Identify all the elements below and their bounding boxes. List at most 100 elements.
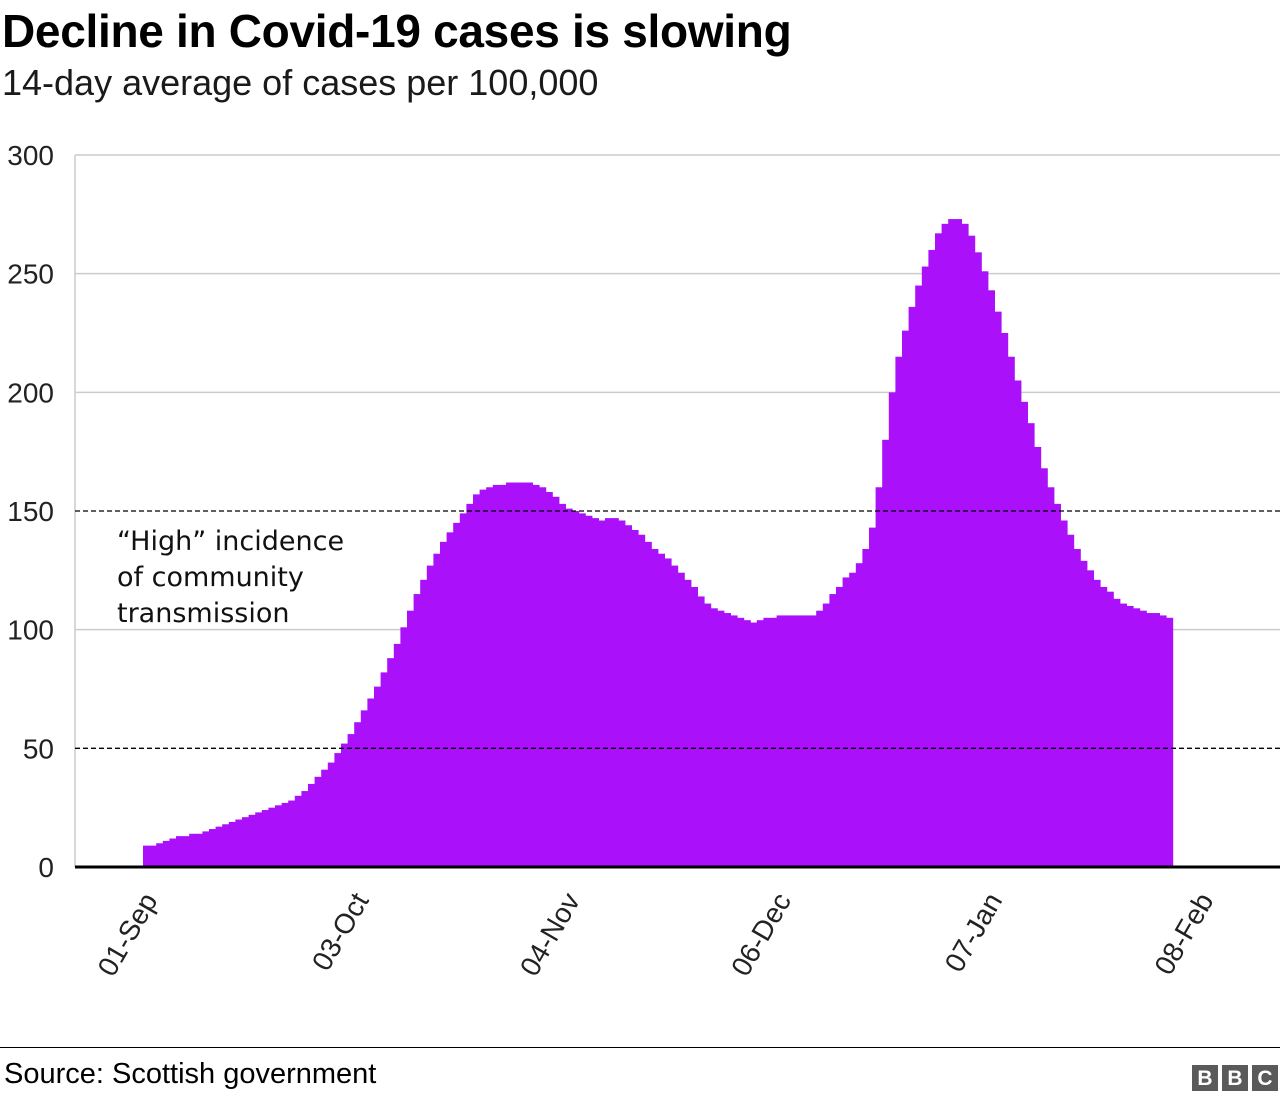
bar — [228, 821, 236, 867]
bar — [836, 586, 844, 867]
bar — [684, 579, 692, 867]
bar — [1100, 586, 1108, 867]
bar — [360, 710, 368, 867]
bar — [440, 541, 448, 867]
bar — [737, 617, 745, 867]
bar — [915, 285, 923, 867]
bar — [400, 627, 408, 867]
bar — [393, 643, 401, 867]
bar — [294, 795, 302, 867]
bar — [816, 610, 824, 867]
bar — [169, 838, 177, 867]
bar — [756, 620, 764, 867]
bar — [1126, 605, 1134, 867]
bar — [671, 565, 679, 867]
bar — [195, 833, 203, 867]
x-tick-label: 08-Feb — [1148, 888, 1219, 980]
bar — [215, 826, 223, 867]
bar — [367, 698, 375, 867]
chart-title: Decline in Covid-19 cases is slowing — [2, 5, 792, 57]
bar — [1073, 548, 1081, 867]
chart-area: 0 50 100 150 200 250 300 “High” incidence of com… — [7, 140, 1280, 981]
bar — [506, 482, 514, 867]
y-tick-label: 300 — [7, 140, 54, 171]
bar — [552, 496, 560, 867]
bar — [512, 482, 520, 867]
bar — [1027, 423, 1035, 867]
bar — [750, 622, 758, 867]
y-tick-label: 200 — [7, 377, 54, 408]
bar — [486, 487, 494, 867]
bar — [453, 522, 461, 867]
bar — [862, 548, 870, 867]
bar — [948, 219, 956, 867]
bar — [578, 513, 586, 867]
bar — [242, 817, 250, 867]
bar — [354, 722, 362, 867]
bar — [1119, 603, 1127, 867]
bar — [565, 508, 573, 867]
bar — [407, 610, 415, 867]
bar — [849, 572, 857, 867]
bar — [420, 579, 428, 867]
source-note: Source: Scottish government — [4, 1058, 377, 1090]
bar — [618, 520, 626, 867]
bar — [380, 672, 388, 867]
bar — [730, 615, 738, 867]
bar — [558, 503, 566, 867]
bar — [1086, 570, 1094, 867]
bar — [156, 843, 164, 867]
bar — [1047, 487, 1055, 867]
bar — [1001, 333, 1009, 867]
bar — [222, 824, 230, 867]
bar — [697, 596, 705, 867]
x-tick-label: 07-Jan — [939, 888, 1009, 978]
bar — [657, 553, 665, 867]
bar — [1093, 579, 1101, 867]
bar — [446, 532, 454, 867]
bar — [466, 503, 474, 867]
bar — [1053, 503, 1061, 867]
bar — [189, 833, 197, 867]
bar — [921, 266, 929, 868]
bar — [664, 558, 672, 867]
bar — [902, 330, 910, 867]
bar — [235, 819, 243, 867]
bar — [162, 840, 170, 867]
bar — [334, 753, 342, 867]
bar — [598, 520, 606, 867]
bar — [459, 513, 467, 867]
bar — [1067, 534, 1075, 867]
bar — [961, 223, 969, 867]
bar — [1159, 615, 1167, 867]
bar — [519, 482, 527, 867]
bar — [631, 529, 639, 867]
bar — [492, 484, 500, 867]
bar — [1139, 610, 1147, 867]
bar — [842, 577, 850, 867]
bar — [1040, 468, 1048, 867]
bar — [869, 527, 877, 867]
bar — [987, 290, 995, 867]
bar — [301, 791, 309, 867]
bar — [1014, 380, 1022, 867]
bar — [261, 810, 269, 867]
bar — [209, 829, 217, 867]
bar — [347, 734, 355, 867]
bar — [374, 686, 382, 867]
bbc-logo-letter-b2: B — [1222, 1065, 1248, 1091]
bar — [763, 617, 771, 867]
bar — [1060, 520, 1068, 867]
bar — [954, 219, 962, 867]
bar — [809, 615, 817, 867]
bar — [981, 271, 989, 867]
bar — [1007, 356, 1015, 867]
bar — [499, 484, 507, 867]
bar — [572, 511, 580, 867]
bar — [308, 783, 316, 867]
bar — [255, 812, 263, 867]
footer-divider — [0, 1047, 1280, 1048]
bar — [248, 814, 256, 867]
bar — [690, 586, 698, 867]
bar — [928, 249, 936, 867]
